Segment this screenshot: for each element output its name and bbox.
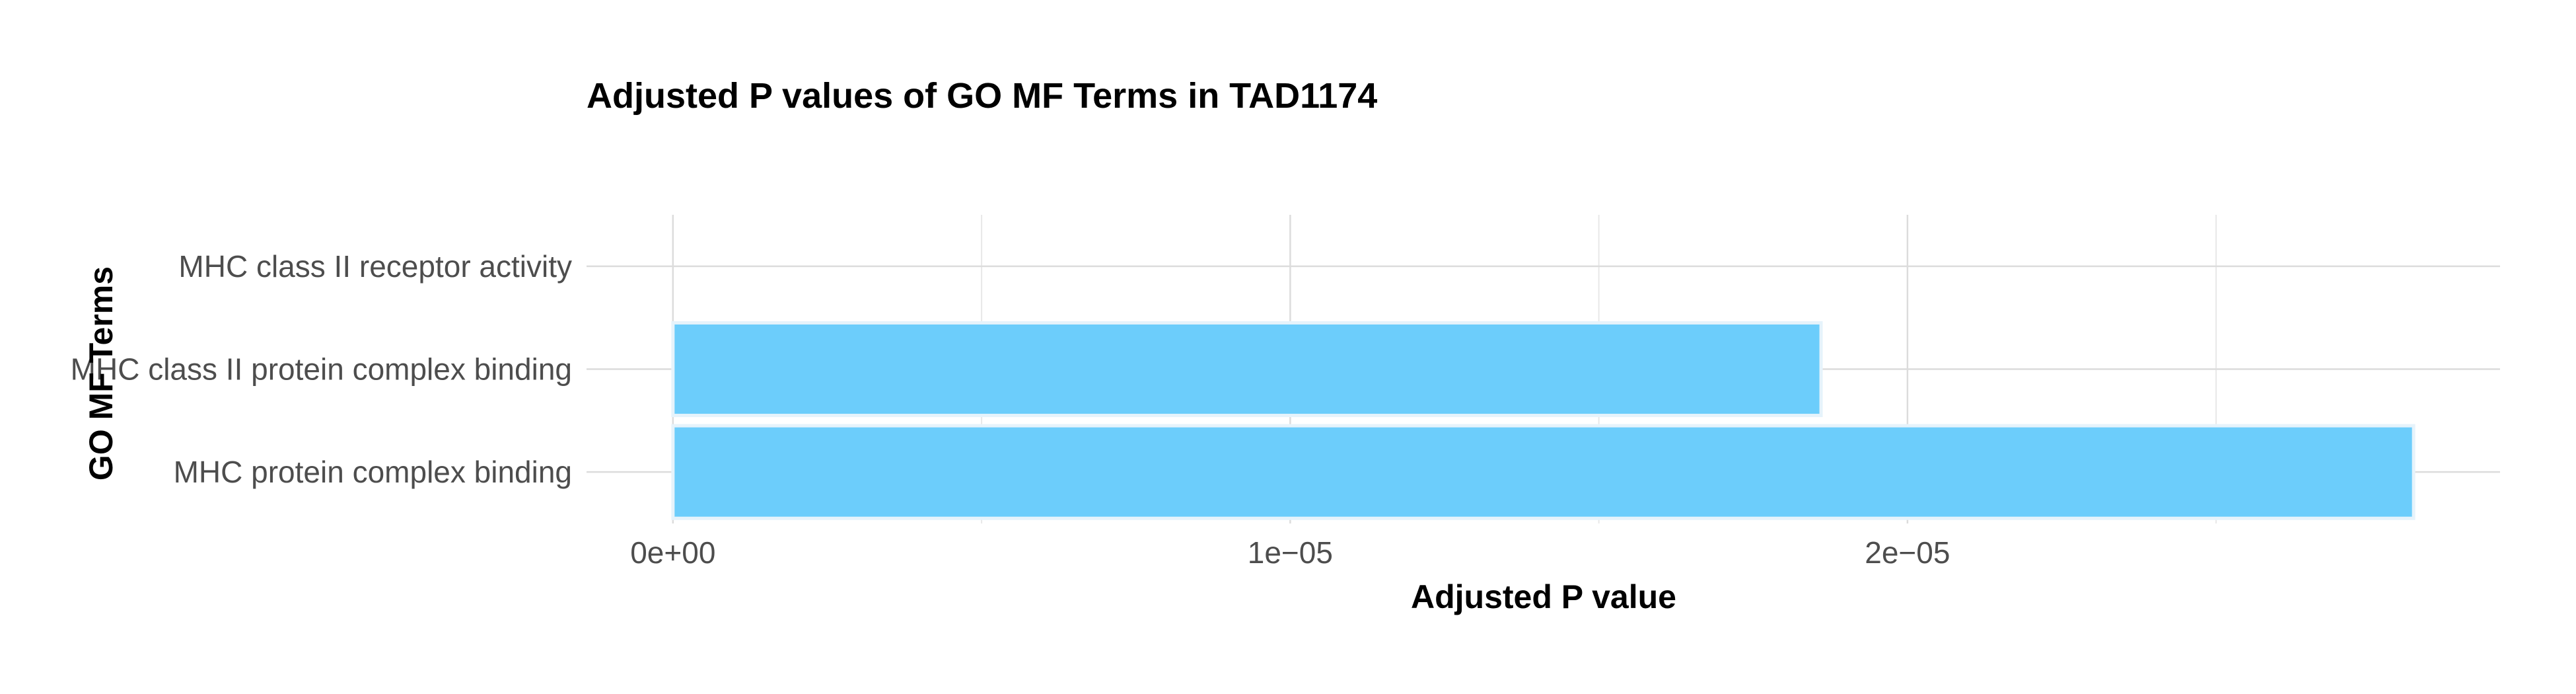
- x-tick-label: 1e−05: [1248, 535, 1333, 570]
- y-tick-label: MHC class II protein complex binding: [71, 352, 572, 387]
- bar: [671, 424, 2415, 520]
- x-axis-ticks: 0e+00 1e−05 2e−05: [630, 535, 1950, 570]
- y-tick-label: MHC protein complex binding: [174, 455, 572, 489]
- x-tick-label: 2e−05: [1865, 535, 1950, 570]
- y-axis-ticks: MHC class II receptor activity MHC class …: [71, 249, 572, 489]
- bar: [671, 321, 1823, 418]
- x-tick-label: 0e+00: [630, 535, 715, 570]
- y-axis-title: GO MF Terms: [83, 266, 120, 481]
- x-axis-title: Adjusted P value: [1411, 578, 1676, 615]
- chart-title: Adjusted P values of GO MF Terms in TAD1…: [587, 76, 1377, 116]
- y-tick-label: MHC class II receptor activity: [178, 249, 572, 284]
- bars: [671, 321, 2415, 520]
